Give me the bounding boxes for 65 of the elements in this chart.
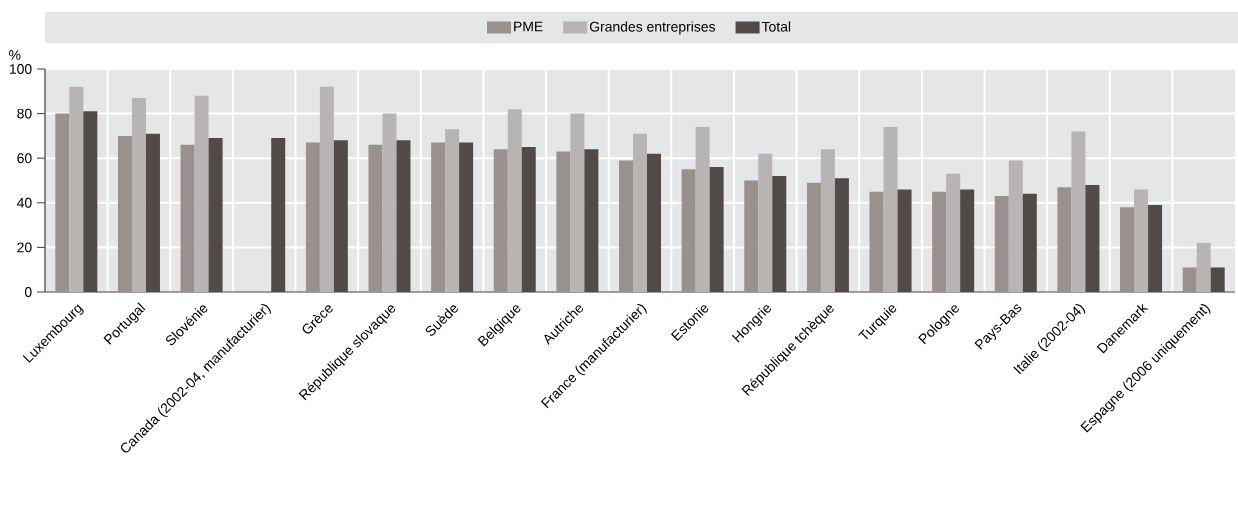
legend-label: Total (761, 21, 791, 32)
bar (772, 176, 787, 292)
bar (883, 126, 898, 292)
bar (507, 109, 522, 292)
bar (681, 169, 696, 292)
bar (145, 133, 160, 292)
bar (431, 142, 446, 292)
bar (1134, 189, 1149, 292)
bar (1210, 267, 1225, 292)
bar (758, 153, 773, 292)
bar (1182, 267, 1197, 292)
y-tick-label: 40 (16, 197, 32, 208)
bar (619, 160, 634, 292)
bar (820, 149, 835, 292)
bar (117, 135, 132, 292)
bar (69, 86, 84, 292)
bar (897, 189, 912, 292)
bar (570, 113, 585, 292)
bar (1022, 193, 1037, 292)
bar (709, 167, 724, 292)
bar (633, 133, 648, 292)
bar (932, 191, 947, 292)
bar (1057, 187, 1072, 292)
y-tick-label: 60 (17, 153, 32, 164)
y-axis-title: % (9, 50, 21, 60)
bar (556, 151, 571, 292)
bar (834, 178, 849, 292)
y-tick-label: 0 (24, 287, 32, 297)
bar (1071, 131, 1086, 292)
bar (194, 95, 209, 292)
bar (445, 129, 460, 292)
bar (1148, 205, 1163, 292)
bar (459, 142, 474, 292)
y-tick-label: 100 (9, 64, 32, 74)
bar (396, 140, 411, 292)
bar (1120, 207, 1135, 292)
bar (1196, 242, 1211, 292)
bar (131, 97, 146, 292)
bar (584, 149, 599, 292)
y-tick-label: 20 (17, 242, 32, 253)
bar (1008, 160, 1023, 292)
bar (55, 113, 70, 292)
bar (744, 180, 759, 292)
bar (960, 189, 975, 292)
bar (271, 138, 286, 292)
legend-label: PME (514, 21, 543, 32)
bar (180, 144, 195, 292)
bar (521, 147, 536, 292)
bar (806, 182, 821, 292)
bar (647, 153, 662, 292)
bar (695, 126, 710, 292)
legend-label: Grandes entreprises (589, 21, 716, 35)
bar (869, 191, 884, 292)
bar (305, 142, 320, 292)
bar (493, 149, 508, 292)
bar (368, 144, 383, 292)
bar (946, 173, 961, 292)
bar (333, 140, 348, 292)
y-tick-label: 80 (17, 108, 32, 119)
bar (994, 196, 1009, 292)
bar (208, 138, 223, 292)
bar (319, 86, 334, 292)
bar (382, 113, 397, 292)
bar (1085, 184, 1100, 292)
bar (83, 111, 98, 292)
